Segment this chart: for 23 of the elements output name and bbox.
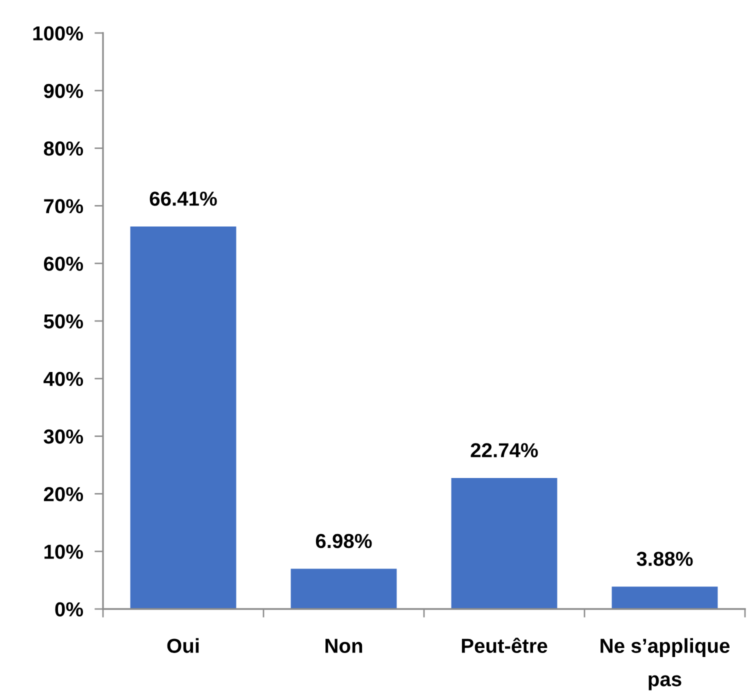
- data-label: 6.98%: [316, 534, 372, 548]
- y-tick-label: 10%: [44, 544, 84, 559]
- x-tick-label: Oui: [167, 638, 199, 653]
- y-tick-label: 0%: [55, 602, 84, 616]
- bar: [612, 586, 718, 609]
- y-tick-label: 100%: [33, 26, 84, 40]
- x-tick-label: Peut-être: [462, 638, 548, 653]
- data-label: 22.74%: [470, 443, 538, 458]
- y-tick-label: 40%: [44, 372, 84, 386]
- y-tick-label: 50%: [44, 314, 84, 328]
- bar: [451, 478, 558, 609]
- x-tick-label: Ne s’applique pas: [600, 638, 730, 690]
- x-tick-label: Non: [326, 638, 362, 653]
- y-tick-label: 70%: [44, 199, 84, 214]
- bar: [130, 226, 236, 609]
- y-tick-label: 20%: [44, 487, 84, 502]
- y-tick-label: 30%: [44, 429, 84, 444]
- y-tick-label: 60%: [44, 256, 84, 271]
- y-tick-label: 80%: [44, 141, 84, 156]
- data-label: 66.41%: [150, 192, 217, 206]
- data-label: 3.88%: [636, 552, 693, 566]
- bar: [290, 568, 397, 609]
- y-tick-label: 90%: [44, 84, 84, 98]
